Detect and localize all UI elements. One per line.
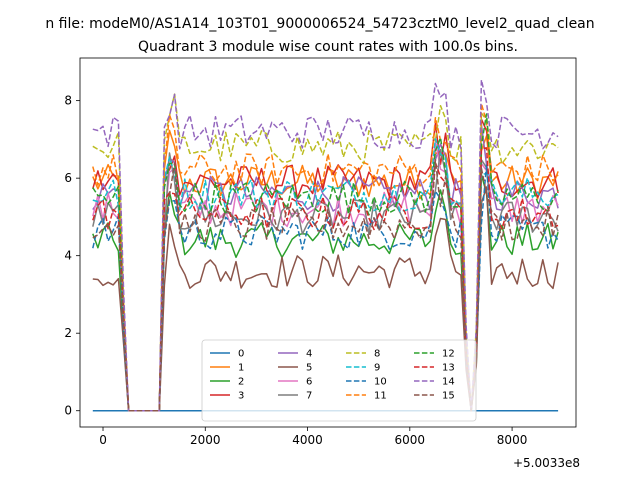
- legend-label-7: 7: [306, 391, 312, 402]
- plot-frame: [79, 57, 577, 428]
- y-tick-label: 0: [64, 404, 72, 418]
- legend-label-6: 6: [306, 377, 312, 388]
- legend-label-1: 1: [238, 363, 244, 374]
- x-tick-label: 8000: [497, 433, 528, 447]
- y-tick-label: 4: [64, 249, 72, 263]
- series-line-14: [92, 79, 559, 412]
- legend-label-15: 15: [442, 391, 455, 402]
- series-line-10: [92, 164, 559, 412]
- x-tick-label: 6000: [395, 433, 426, 447]
- y-tick-label: 8: [64, 94, 72, 108]
- legend-label-12: 12: [442, 349, 455, 360]
- legend-label-9: 9: [374, 363, 380, 374]
- legend-label-2: 2: [238, 377, 244, 388]
- x-tick-label: 0: [99, 433, 107, 447]
- legend-label-5: 5: [306, 363, 312, 374]
- y-tick-label: 2: [64, 326, 72, 340]
- legend-label-13: 13: [442, 363, 455, 374]
- axes: 0 2000 4000 6000 8000 0 2 4 6 8: [64, 57, 577, 447]
- plot-lines: [92, 79, 559, 412]
- legend-label-8: 8: [374, 349, 380, 360]
- chart-title: Quadrant 3 module wise count rates with …: [138, 39, 518, 55]
- legend-label-3: 3: [238, 391, 244, 402]
- legend-label-11: 11: [374, 391, 387, 402]
- legend-box: [201, 339, 477, 422]
- legend-label-0: 0: [238, 349, 244, 360]
- y-tick-label: 6: [64, 171, 72, 185]
- x-tick-label: 2000: [190, 433, 221, 447]
- x-offset-label: +5.0033e8: [513, 456, 580, 470]
- series-line-11: [92, 102, 559, 412]
- legend-label-14: 14: [442, 377, 455, 388]
- x-tick-label: 4000: [292, 433, 323, 447]
- legend-label-10: 10: [374, 377, 387, 388]
- figure-suptitle: n file: modeM0/AS1A14_103T01_9000006524_…: [45, 16, 594, 32]
- series-line-15: [92, 159, 559, 412]
- legend-label-4: 4: [306, 349, 312, 360]
